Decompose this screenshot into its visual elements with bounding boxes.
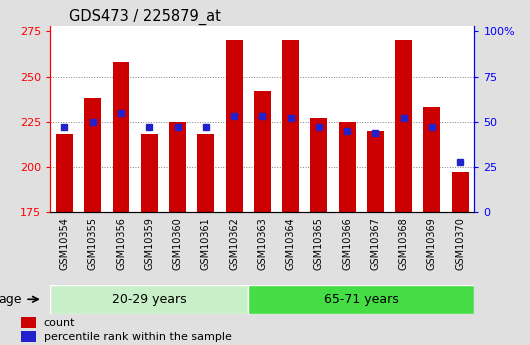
Text: 65-71 years: 65-71 years bbox=[324, 293, 399, 306]
Text: GDS473 / 225879_at: GDS473 / 225879_at bbox=[69, 9, 221, 25]
Bar bbox=[21, 331, 36, 342]
Text: GSM10362: GSM10362 bbox=[229, 217, 239, 270]
Text: GSM10356: GSM10356 bbox=[116, 217, 126, 270]
Bar bbox=[311, 118, 328, 212]
Text: age: age bbox=[0, 293, 22, 306]
Bar bbox=[21, 317, 36, 328]
Bar bbox=[141, 135, 158, 212]
Text: 20-29 years: 20-29 years bbox=[112, 293, 187, 306]
Bar bbox=[84, 98, 101, 212]
Text: GSM10361: GSM10361 bbox=[201, 217, 211, 270]
Bar bbox=[339, 122, 356, 212]
Bar bbox=[395, 40, 412, 212]
Text: GSM10360: GSM10360 bbox=[173, 217, 182, 270]
Bar bbox=[197, 135, 214, 212]
Text: GSM10364: GSM10364 bbox=[286, 217, 296, 270]
Text: GSM10355: GSM10355 bbox=[88, 217, 98, 270]
Bar bbox=[248, 285, 474, 314]
Bar bbox=[226, 40, 243, 212]
Text: GSM10365: GSM10365 bbox=[314, 217, 324, 270]
Bar bbox=[169, 122, 186, 212]
Text: GSM10363: GSM10363 bbox=[258, 217, 267, 270]
Bar bbox=[56, 135, 73, 212]
Bar bbox=[423, 107, 440, 212]
Text: GSM10369: GSM10369 bbox=[427, 217, 437, 270]
Bar bbox=[50, 285, 248, 314]
Text: GSM10359: GSM10359 bbox=[144, 217, 154, 270]
Text: GSM10354: GSM10354 bbox=[59, 217, 69, 270]
Text: GSM10370: GSM10370 bbox=[455, 217, 465, 270]
Text: count: count bbox=[43, 318, 75, 328]
Text: GSM10366: GSM10366 bbox=[342, 217, 352, 270]
Bar bbox=[112, 62, 129, 212]
Text: GSM10368: GSM10368 bbox=[399, 217, 409, 270]
Text: GSM10367: GSM10367 bbox=[370, 217, 381, 270]
Bar bbox=[367, 131, 384, 212]
Bar bbox=[254, 91, 271, 212]
Bar bbox=[282, 40, 299, 212]
Text: percentile rank within the sample: percentile rank within the sample bbox=[43, 332, 232, 342]
Bar bbox=[452, 172, 469, 212]
